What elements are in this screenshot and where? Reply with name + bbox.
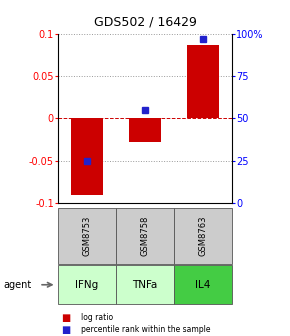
Bar bbox=[71, 119, 103, 195]
Bar bbox=[129, 119, 161, 142]
Text: GSM8753: GSM8753 bbox=[82, 216, 92, 256]
Bar bbox=[187, 45, 219, 119]
Text: GSM8758: GSM8758 bbox=[140, 216, 150, 256]
Text: IL4: IL4 bbox=[195, 280, 211, 290]
Text: ■: ■ bbox=[61, 325, 70, 335]
Text: GDS502 / 16429: GDS502 / 16429 bbox=[94, 15, 196, 28]
Text: log ratio: log ratio bbox=[81, 313, 113, 322]
Text: percentile rank within the sample: percentile rank within the sample bbox=[81, 326, 211, 334]
Text: GSM8763: GSM8763 bbox=[198, 216, 208, 256]
Text: agent: agent bbox=[3, 280, 31, 290]
Text: IFNg: IFNg bbox=[75, 280, 99, 290]
Text: TNFa: TNFa bbox=[132, 280, 158, 290]
Text: ■: ■ bbox=[61, 312, 70, 323]
